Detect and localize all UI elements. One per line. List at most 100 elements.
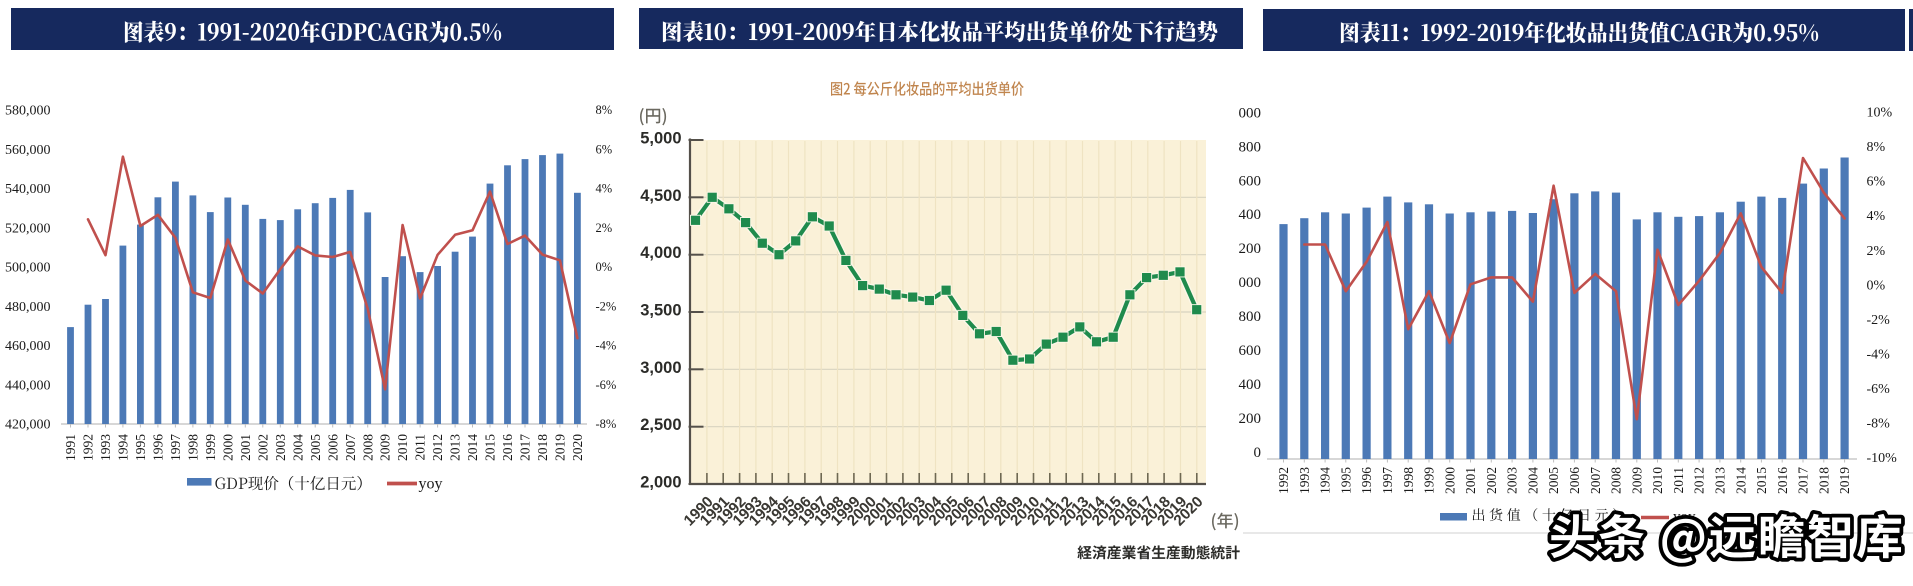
svg-text:2018: 2018 <box>535 434 550 461</box>
svg-text:4%: 4% <box>596 182 613 196</box>
svg-text:8%: 8% <box>596 103 613 117</box>
svg-text:2008: 2008 <box>360 434 375 461</box>
svg-text:1997: 1997 <box>1380 467 1395 494</box>
svg-text:2015: 2015 <box>1754 467 1769 494</box>
svg-text:5,000: 5,000 <box>640 130 681 148</box>
svg-text:2002: 2002 <box>255 434 270 461</box>
svg-text:2020: 2020 <box>570 434 585 461</box>
svg-text:2007: 2007 <box>343 434 358 461</box>
svg-text:200: 200 <box>1239 411 1262 427</box>
svg-text:3,500: 3,500 <box>640 302 681 320</box>
svg-text:540,000: 540,000 <box>5 182 51 197</box>
svg-text:1996: 1996 <box>1359 467 1374 494</box>
svg-text:-8%: -8% <box>1867 417 1891 432</box>
svg-text:2%: 2% <box>1867 244 1886 259</box>
svg-text:2001: 2001 <box>238 434 253 461</box>
svg-text:460,000: 460,000 <box>5 339 51 354</box>
svg-text:4,000: 4,000 <box>640 244 681 262</box>
svg-text:2000: 2000 <box>1442 467 1457 494</box>
svg-text:1991: 1991 <box>63 434 78 461</box>
svg-text:-2%: -2% <box>596 299 617 313</box>
svg-text:-2%: -2% <box>1867 313 1891 328</box>
svg-text:000: 000 <box>1239 105 1262 121</box>
svg-text:2019: 2019 <box>1837 467 1852 494</box>
svg-text:800: 800 <box>1239 309 1262 325</box>
svg-text:2014: 2014 <box>465 434 480 461</box>
svg-text:-4%: -4% <box>596 339 617 353</box>
svg-text:-4%: -4% <box>1867 347 1891 362</box>
svg-text:2013: 2013 <box>1713 467 1728 494</box>
svg-text:400: 400 <box>1239 377 1262 393</box>
svg-text:1995: 1995 <box>133 434 148 461</box>
svg-text:2016: 2016 <box>500 434 515 461</box>
svg-text:200: 200 <box>1239 241 1262 257</box>
svg-text:0%: 0% <box>1867 278 1886 293</box>
svg-text:000: 000 <box>1239 275 1262 291</box>
svg-text:-6%: -6% <box>596 378 617 392</box>
svg-text:2%: 2% <box>596 221 613 235</box>
svg-text:2019: 2019 <box>553 434 568 461</box>
svg-text:2013: 2013 <box>448 434 463 461</box>
svg-text:1999: 1999 <box>203 434 218 461</box>
svg-text:2004: 2004 <box>290 434 305 461</box>
svg-text:2,500: 2,500 <box>640 416 681 434</box>
svg-text:600: 600 <box>1239 343 1262 359</box>
svg-text:2009: 2009 <box>1629 467 1644 494</box>
svg-text:4,500: 4,500 <box>640 187 681 205</box>
svg-text:2,000: 2,000 <box>640 474 681 492</box>
svg-text:10%: 10% <box>1867 106 1893 121</box>
svg-text:1992: 1992 <box>81 434 96 461</box>
svg-text:1998: 1998 <box>1401 467 1416 494</box>
svg-text:1998: 1998 <box>186 434 201 461</box>
svg-text:2012: 2012 <box>1692 467 1707 494</box>
svg-text:580,000: 580,000 <box>5 104 51 119</box>
svg-text:8%: 8% <box>1867 140 1886 155</box>
svg-text:2003: 2003 <box>1505 467 1520 494</box>
svg-text:2004: 2004 <box>1526 467 1541 494</box>
svg-text:yoy: yoy <box>419 476 443 493</box>
svg-text:-10%: -10% <box>1867 451 1898 466</box>
svg-text:1995: 1995 <box>1338 467 1353 494</box>
svg-text:6%: 6% <box>596 142 613 156</box>
svg-text:2005: 2005 <box>308 434 323 461</box>
svg-text:0%: 0% <box>596 260 613 274</box>
svg-text:1997: 1997 <box>168 434 183 461</box>
svg-text:1994: 1994 <box>116 434 131 461</box>
svg-text:2017: 2017 <box>1796 467 1811 494</box>
svg-text:1996: 1996 <box>151 434 166 461</box>
svg-text:2018: 2018 <box>1816 467 1831 494</box>
svg-text:0: 0 <box>1254 445 1262 461</box>
svg-text:-6%: -6% <box>1867 382 1891 397</box>
svg-text:2002: 2002 <box>1484 467 1499 494</box>
svg-text:2012: 2012 <box>430 434 445 461</box>
svg-text:2015: 2015 <box>483 434 498 461</box>
svg-text:400: 400 <box>1239 207 1262 223</box>
svg-text:2006: 2006 <box>325 434 340 461</box>
svg-text:500,000: 500,000 <box>5 261 51 276</box>
svg-text:2003: 2003 <box>273 434 288 461</box>
svg-text:480,000: 480,000 <box>5 300 51 315</box>
svg-text:800: 800 <box>1239 139 1262 155</box>
svg-text:2010: 2010 <box>1650 467 1665 494</box>
svg-text:2009: 2009 <box>378 434 393 461</box>
svg-text:440,000: 440,000 <box>5 378 51 393</box>
svg-text:2016: 2016 <box>1775 467 1790 494</box>
svg-text:2010: 2010 <box>395 434 410 461</box>
svg-text:2007: 2007 <box>1588 467 1603 494</box>
svg-text:420,000: 420,000 <box>5 418 51 433</box>
svg-text:2011: 2011 <box>1671 467 1686 494</box>
svg-text:2001: 2001 <box>1463 467 1478 494</box>
svg-text:2006: 2006 <box>1567 467 1582 494</box>
svg-text:560,000: 560,000 <box>5 143 51 158</box>
svg-text:1993: 1993 <box>1297 467 1312 494</box>
svg-text:1993: 1993 <box>98 434 113 461</box>
svg-text:3,000: 3,000 <box>640 359 681 377</box>
svg-text:2017: 2017 <box>518 434 533 461</box>
svg-text:6%: 6% <box>1867 175 1886 190</box>
svg-text:600: 600 <box>1239 173 1262 189</box>
svg-text:2014: 2014 <box>1733 467 1748 494</box>
svg-text:2005: 2005 <box>1546 467 1561 494</box>
svg-text:1999: 1999 <box>1422 467 1437 494</box>
svg-text:4%: 4% <box>1867 209 1886 224</box>
svg-text:1994: 1994 <box>1318 467 1333 494</box>
